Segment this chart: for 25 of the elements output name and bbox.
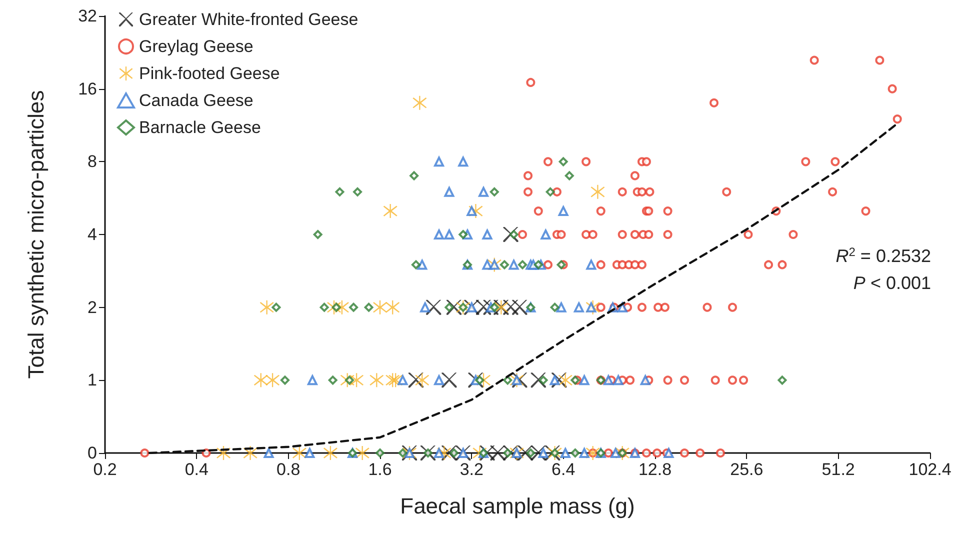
- x-axis-title: Faecal sample mass (g): [400, 494, 635, 518]
- legend-label: Canada Geese: [139, 91, 254, 110]
- x-tick-label: 0.4: [184, 460, 208, 479]
- annotation: P < 0.001: [853, 273, 932, 293]
- x-tick-label: 12.8: [638, 460, 672, 479]
- y-tick-label: 8: [88, 152, 97, 172]
- y-tick-label: 2: [88, 298, 97, 317]
- x-tick-label: 3.2: [460, 460, 484, 479]
- x-tick-label: 0.2: [93, 460, 117, 479]
- x-tick-label: 102.4: [908, 460, 952, 479]
- x-tick-label: 1.6: [368, 460, 392, 479]
- x-tick-label: 6.4: [552, 460, 576, 479]
- y-tick-label: 16: [78, 79, 97, 98]
- y-tick-label: 0: [88, 444, 97, 462]
- legend-label: Pink-footed Geese: [139, 64, 280, 83]
- y-tick-label: 32: [78, 6, 97, 26]
- x-tick-label: 25.6: [730, 460, 764, 479]
- x-tick-label: 0.8: [276, 460, 300, 479]
- y-tick-label: 1: [88, 370, 97, 390]
- legend-label: Greater White-fronted Geese: [139, 10, 358, 29]
- y-axis-title: Total synthetic micro-particles: [24, 90, 48, 379]
- legend-label: Greylag Geese: [139, 37, 254, 56]
- y-tick-label: 4: [88, 225, 97, 244]
- legend-label: Barnacle Geese: [139, 118, 261, 137]
- x-tick-label: 51.2: [822, 460, 855, 479]
